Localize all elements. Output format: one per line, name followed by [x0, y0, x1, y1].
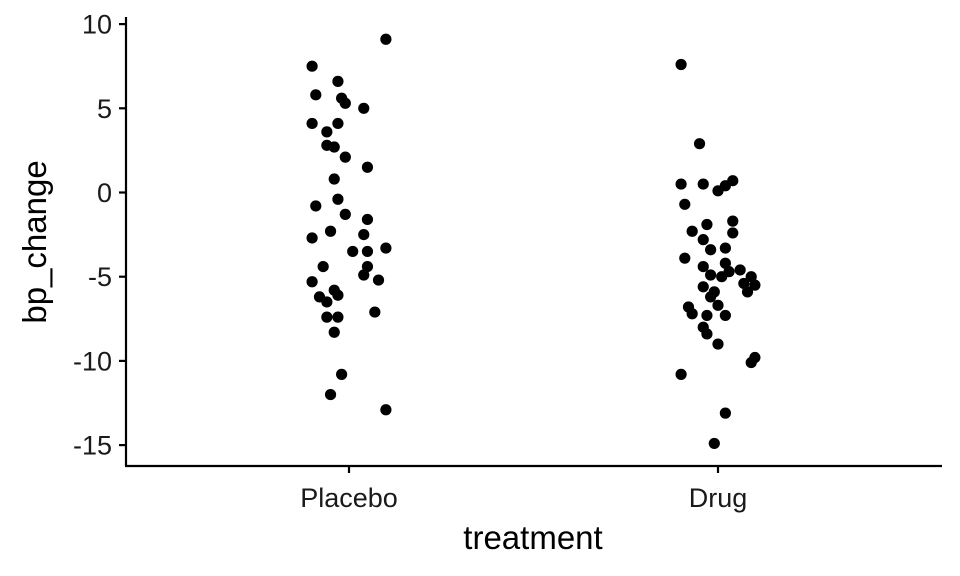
- data-point: [675, 178, 687, 190]
- data-point: [734, 264, 746, 276]
- data-point: [361, 161, 374, 173]
- data-point: [321, 126, 333, 138]
- data-point: [321, 311, 333, 323]
- data-point: [328, 141, 340, 153]
- data-point: [339, 97, 351, 109]
- data-point: [697, 234, 709, 246]
- y-axis-title: bp_change: [16, 160, 53, 323]
- data-point: [358, 269, 370, 281]
- data-point: [693, 138, 706, 150]
- data-point: [705, 244, 717, 256]
- data-point: [306, 232, 318, 244]
- data-point: [686, 225, 698, 237]
- data-point: [701, 328, 713, 340]
- data-point: [324, 225, 337, 237]
- data-point: [339, 208, 351, 220]
- data-point: [686, 308, 698, 320]
- data-point: [708, 437, 720, 450]
- data-point: [738, 277, 750, 290]
- data-point: [705, 291, 717, 303]
- data-point: [306, 117, 318, 130]
- data-point: [679, 252, 691, 264]
- data-point: [712, 338, 724, 350]
- y-axis: 10 5 0 -5 -10 -15: [73, 10, 128, 466]
- data-point: [380, 242, 392, 254]
- data-point: [675, 368, 687, 380]
- data-point: [310, 200, 322, 212]
- data-point: [358, 102, 370, 114]
- data-point: [306, 60, 318, 72]
- data-point: [749, 279, 761, 291]
- y-tick-label: -10: [73, 346, 112, 376]
- data-point: [719, 407, 731, 419]
- data-point: [339, 151, 351, 163]
- y-tick-label: 5: [97, 94, 112, 124]
- data-point: [701, 309, 713, 322]
- data-point: [310, 89, 322, 101]
- data-point: [719, 242, 731, 254]
- data-point: [332, 75, 344, 87]
- data-point: [675, 58, 687, 71]
- data-point: [697, 281, 709, 293]
- data-point: [705, 269, 717, 281]
- y-tick-label: -5: [88, 262, 112, 292]
- data-point: [317, 260, 329, 273]
- y-tick-label: 10: [82, 10, 112, 40]
- data-point: [701, 218, 713, 231]
- x-axis: Placebo Drug: [125, 464, 942, 513]
- data-point: [716, 271, 728, 283]
- data-point: [361, 260, 374, 273]
- y-tick-label: 0: [97, 178, 112, 208]
- data-point: [719, 309, 731, 322]
- data-points: [306, 33, 761, 450]
- data-point: [697, 260, 709, 273]
- data-point: [332, 289, 344, 301]
- data-point: [332, 193, 344, 205]
- x-tick-label: Drug: [689, 483, 748, 513]
- data-point: [372, 274, 385, 286]
- data-point: [712, 185, 724, 197]
- data-point: [306, 276, 318, 288]
- data-point: [361, 213, 374, 226]
- data-point: [324, 388, 337, 401]
- data-point: [332, 311, 344, 323]
- data-point: [727, 215, 739, 227]
- data-point: [336, 368, 348, 380]
- data-point: [380, 404, 392, 416]
- data-point: [727, 227, 739, 239]
- data-point: [719, 257, 731, 269]
- data-point: [380, 33, 392, 45]
- data-point: [369, 306, 381, 318]
- data-point: [679, 198, 691, 210]
- x-tick-label: Placebo: [300, 483, 398, 513]
- x-axis-title: treatment: [463, 519, 602, 556]
- data-point: [697, 178, 709, 190]
- data-point: [347, 245, 359, 258]
- data-point: [745, 356, 757, 369]
- data-point: [328, 173, 340, 185]
- data-point: [332, 117, 344, 130]
- data-point: [712, 299, 724, 311]
- y-tick-label: -15: [73, 431, 112, 461]
- data-point: [358, 229, 370, 241]
- data-point: [741, 286, 754, 298]
- data-point: [361, 245, 374, 258]
- data-point: [328, 326, 340, 338]
- data-point: [321, 296, 333, 308]
- data-point: [745, 271, 757, 283]
